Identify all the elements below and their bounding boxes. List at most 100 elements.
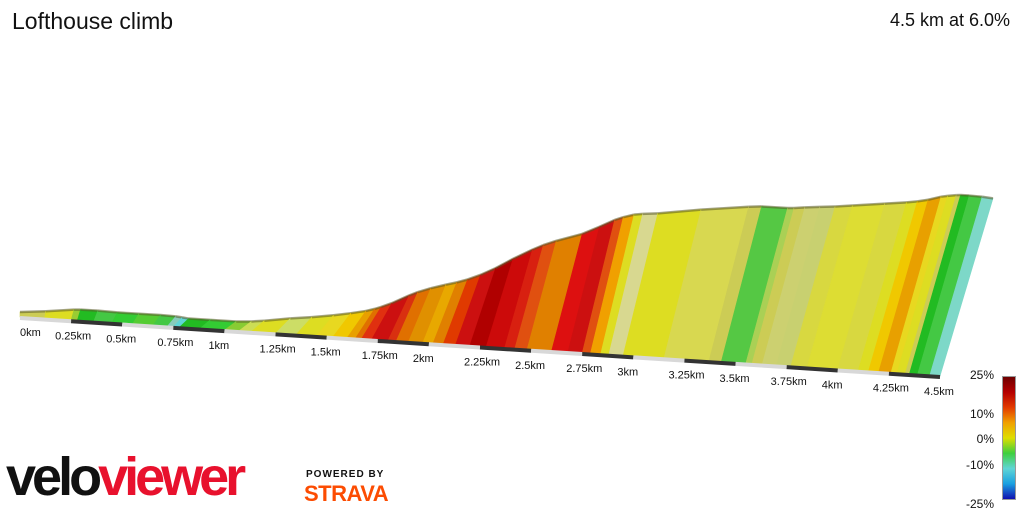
tick-label: 2.75km — [566, 363, 602, 375]
tick-label: 1km — [208, 340, 229, 352]
logo-viewer-text: viewer — [98, 447, 246, 507]
legend-label-minus-25: -25% — [965, 497, 994, 511]
profile-top-edge — [456, 278, 468, 284]
tick-label: 2.5km — [515, 360, 545, 372]
baseline-segment — [735, 361, 787, 370]
baseline-segment — [122, 322, 174, 330]
baseline-segment — [633, 355, 685, 363]
profile-top-edge — [947, 193, 957, 198]
profile-top-edge — [417, 287, 432, 294]
profile-top-edge — [480, 266, 497, 277]
baseline-segment — [582, 352, 634, 360]
profile-top-edge — [633, 212, 643, 216]
tick-label: 2.25km — [464, 357, 500, 369]
baseline-segment — [224, 329, 276, 337]
baseline-segment — [275, 332, 327, 340]
profile-top-edge — [761, 205, 788, 210]
profile-top-edge — [531, 243, 544, 251]
profile-top-edge — [835, 204, 853, 208]
baseline-segment — [888, 371, 941, 379]
profile-baseline — [19, 316, 941, 379]
profile-top-edge — [380, 301, 393, 309]
profile-top-edge — [264, 317, 291, 322]
profile-top-edge — [555, 232, 583, 243]
baseline-segment — [70, 319, 123, 327]
profile-top-edge — [960, 193, 970, 197]
tick-label: 0.5km — [106, 334, 136, 346]
baseline-segment — [479, 345, 532, 353]
baseline-segment — [173, 325, 225, 334]
legend-label-minus-10: -10% — [965, 458, 994, 472]
logo-velo-text: velo — [6, 447, 102, 507]
legend-label-10: 10% — [969, 407, 994, 421]
legend-label-0: 0% — [976, 432, 994, 446]
tick-label: 1.25km — [260, 343, 296, 355]
profile-top-edge — [391, 294, 410, 305]
baseline-segment — [19, 316, 72, 324]
tick-label: 3.75km — [771, 376, 807, 388]
tick-label: 0.75km — [157, 337, 193, 349]
profile-top-edge — [117, 311, 139, 315]
tick-label: 0.25km — [55, 330, 91, 342]
profile-top-edge — [906, 200, 918, 204]
tick-label: 2km — [413, 353, 434, 365]
profile-top-edge — [175, 315, 183, 319]
powered-by-label: POWERED BY — [306, 469, 385, 480]
profile-top-edge — [512, 248, 533, 260]
chart-title: Lofthouse climb — [12, 8, 174, 34]
profile-top-edge — [365, 307, 375, 313]
profile-top-edge — [657, 208, 702, 215]
profile-top-edge — [445, 281, 458, 286]
profile-top-edge — [884, 201, 907, 205]
profile-top-edge — [350, 309, 367, 315]
profile-top-edge — [969, 194, 983, 198]
profile-top-edge — [188, 317, 211, 322]
profile-top-edge — [927, 195, 942, 201]
profile-top-edge — [210, 318, 237, 323]
veloviewer-logo[interactable]: veloviewer — [6, 447, 246, 507]
profile-top-edge — [311, 313, 334, 319]
profile-top-edge — [160, 313, 176, 318]
baseline-segment — [530, 348, 583, 357]
profile-top-edge — [408, 290, 419, 297]
tick-label: 3km — [617, 366, 638, 378]
profile-top-edge — [982, 195, 994, 200]
profile-top-edge — [251, 319, 265, 323]
tick-label: 3.5km — [720, 373, 750, 385]
profile-top-edge — [430, 283, 447, 290]
profile-top-edge — [940, 194, 948, 198]
tick-label: 4.25km — [873, 383, 909, 395]
profile-top-edge — [852, 202, 885, 207]
tick-label: 4.5km — [924, 386, 954, 398]
baseline-segment — [786, 365, 838, 373]
gradient-bands — [19, 193, 994, 377]
tick-label: 1.75km — [362, 350, 398, 362]
profile-top-edge — [495, 257, 514, 270]
tick-label: 3.25km — [668, 370, 704, 382]
profile-top-edge — [19, 310, 46, 314]
profile-top-edge — [333, 311, 351, 317]
distance-ticks: 0km 0.25km 0.5km 0.75km 1km 1.25km 1.5km 1.75km… — [20, 327, 954, 398]
strava-logo[interactable]: STRAVA — [304, 481, 389, 506]
tick-label: 1.5km — [311, 347, 341, 359]
tick-label: 4km — [822, 379, 843, 391]
profile-top-edge — [138, 312, 161, 317]
baseline-segment — [377, 338, 430, 347]
profile-top-edge — [581, 225, 600, 236]
profile-top-edge — [374, 305, 382, 311]
tick-label: 0km — [20, 327, 41, 339]
baseline-segment — [326, 335, 378, 343]
profile-top-edge — [614, 215, 624, 222]
profile-top-edge — [45, 308, 75, 313]
profile-top-edge — [542, 239, 557, 247]
climb-summary: 4.5 km at 6.0% — [889, 10, 1010, 30]
legend-label-25: 25% — [969, 368, 994, 382]
profile-top-edge — [467, 273, 481, 281]
baseline-segment — [684, 358, 736, 366]
profile-top-edge — [97, 309, 118, 314]
profile-top-edge — [794, 206, 805, 210]
profile-top-edge — [290, 315, 312, 320]
profile-top-edge — [181, 316, 189, 320]
profile-top-edge — [701, 205, 749, 211]
